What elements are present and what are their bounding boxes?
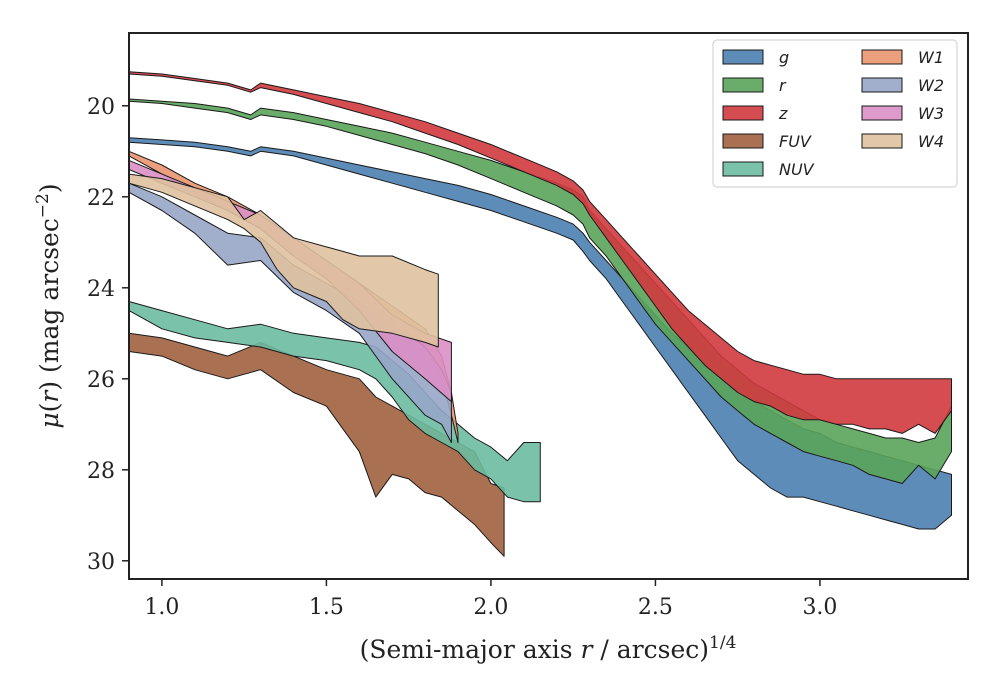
legend-swatch-nuv [722, 161, 764, 177]
y-tick-label: 28 [87, 459, 115, 484]
x-tick-label: 3.0 [802, 595, 837, 620]
legend-swatch-g [722, 49, 764, 65]
legend-label-z: z [778, 104, 788, 123]
legend-label-r: r [779, 76, 787, 95]
y-axis-title: μ(r) (mag arcsec−2) [33, 183, 64, 428]
y-tick-label: 26 [87, 368, 115, 393]
x-tick-label: 2.5 [638, 595, 673, 620]
legend-label-fuv: FUV [779, 132, 812, 151]
legend-swatch-z [722, 105, 764, 121]
x-axis-title: (Semi-major axis r / arcsec)1/4 [360, 633, 737, 664]
legend-swatch-w2 [861, 77, 903, 93]
legend-swatch-fuv [722, 133, 764, 149]
x-tick-label: 2.0 [473, 595, 508, 620]
legend-swatch-w3 [861, 105, 903, 121]
x-tick-label: 1.0 [144, 595, 179, 620]
legend-label-g: g [779, 48, 789, 67]
y-tick-label: 30 [87, 550, 115, 575]
band-fuv [128, 332, 505, 557]
y-tick-label: 24 [87, 277, 115, 302]
legend: grz FUV NUV W1 W2 W3 W4 [712, 39, 958, 188]
legend-label-w3: W3 [918, 104, 944, 123]
y-tick-label: 20 [87, 95, 115, 120]
band-nuv [128, 301, 541, 503]
legend-label-w4: W4 [918, 132, 944, 151]
plot-frame [128, 32, 969, 580]
band-g [128, 137, 952, 530]
x-tick-label: 1.5 [309, 595, 344, 620]
legend-label-nuv: NUV [779, 160, 815, 179]
series-layer [128, 71, 952, 557]
y-axis: 20 22 24 26 28 30 [87, 95, 129, 575]
legend-swatch-w4 [861, 133, 903, 149]
band-z [128, 71, 952, 434]
legend-label-w1: W1 [918, 48, 944, 67]
band-w4 [128, 173, 439, 348]
legend-swatch-w1 [861, 49, 903, 65]
legend-frame [712, 39, 958, 188]
x-axis: 1.0 1.5 2.0 2.5 3.0 [144, 579, 837, 620]
legend-swatch-r [722, 77, 764, 93]
y-tick-label: 22 [87, 186, 115, 211]
legend-label-w2: W2 [918, 76, 944, 95]
